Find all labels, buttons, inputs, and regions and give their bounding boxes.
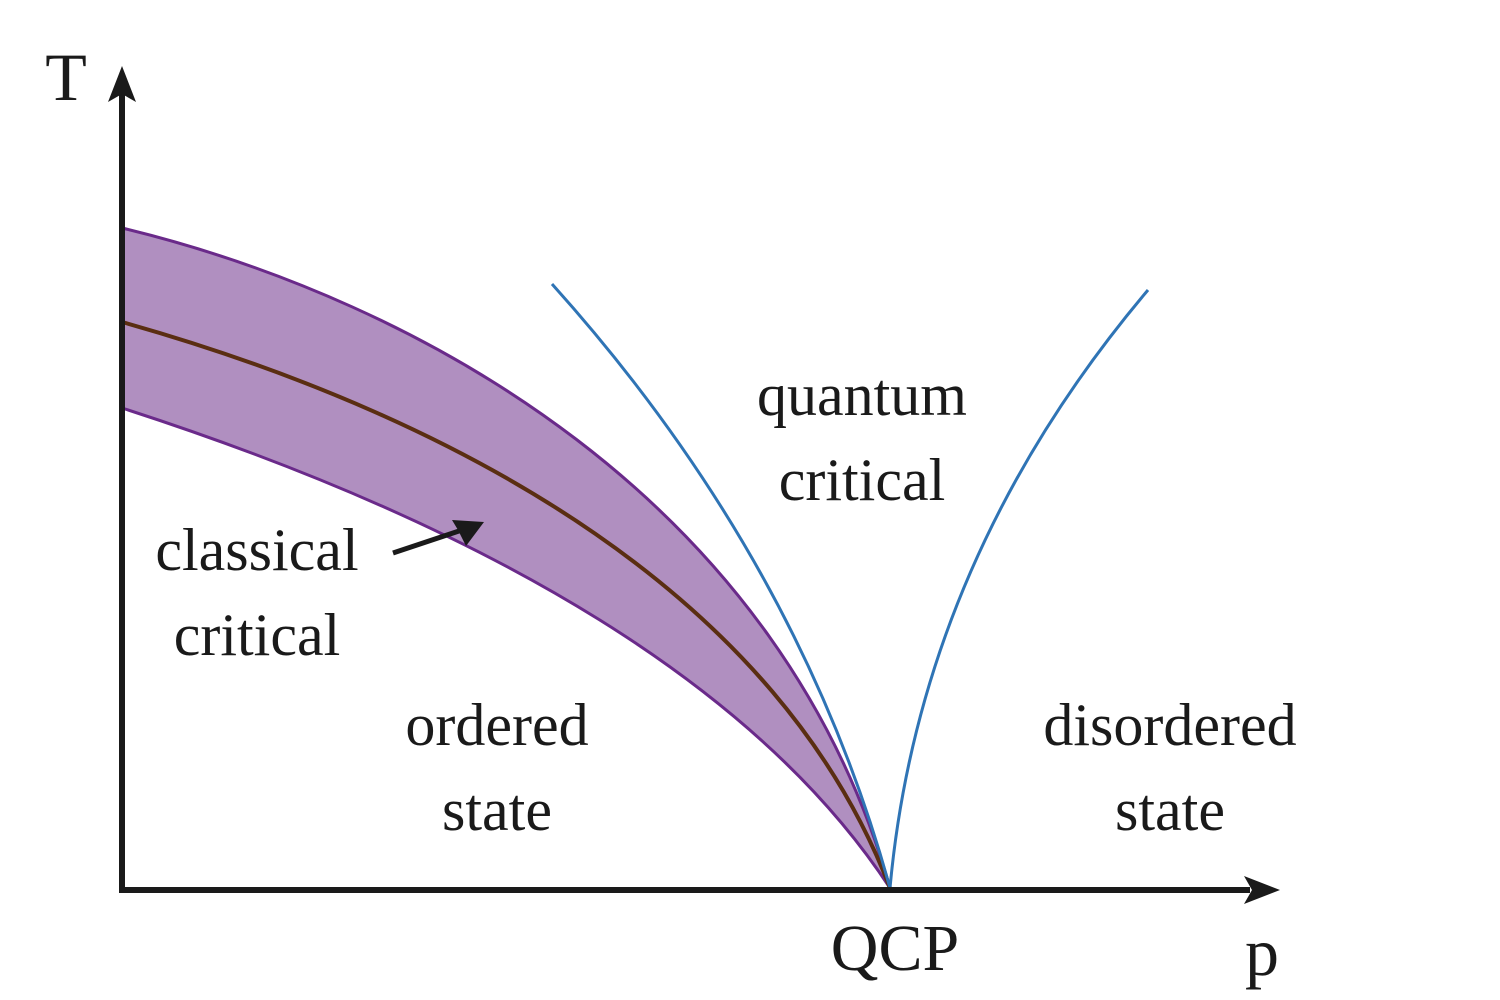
y-axis-label: T — [45, 39, 87, 115]
y-axis-arrowhead — [108, 66, 136, 102]
classical-pointer-arrowhead — [452, 520, 484, 546]
classical-critical-label-line1: classical — [155, 517, 358, 583]
disordered-state-label-line1: disordered — [1043, 692, 1296, 758]
band-upper-edge — [121, 226, 892, 889]
ordered-state-label-line1: ordered — [405, 692, 588, 758]
quantum-critical-label-line2: critical — [779, 447, 946, 513]
x-axis-arrowhead — [1244, 876, 1280, 904]
crossover-line-left — [550, 282, 892, 889]
disordered-state-label-line2: state — [1115, 777, 1225, 843]
classical-critical-band — [122, 228, 890, 888]
classical-critical-label-line2: critical — [174, 602, 341, 668]
quantum-critical-label-line1: quantum — [757, 362, 967, 428]
crossover-line-right — [888, 289, 1150, 889]
phase-transition-line — [121, 320, 892, 889]
x-axis-label: p — [1245, 914, 1279, 990]
qcp-label: QCP — [831, 912, 959, 985]
band-lower-edge — [121, 406, 892, 889]
ordered-state-label-line2: state — [442, 777, 552, 843]
